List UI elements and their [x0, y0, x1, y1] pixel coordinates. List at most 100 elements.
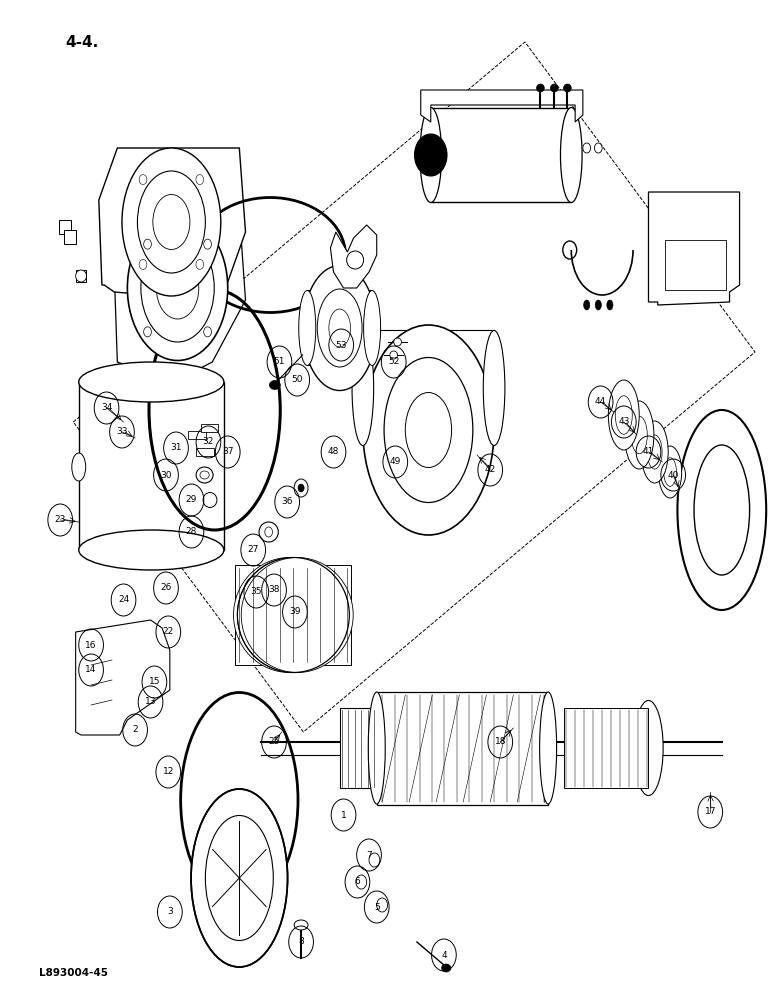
Ellipse shape	[233, 558, 345, 672]
Ellipse shape	[196, 175, 204, 185]
Ellipse shape	[204, 327, 212, 337]
Polygon shape	[307, 290, 372, 365]
Polygon shape	[340, 708, 377, 788]
Ellipse shape	[303, 265, 377, 390]
Text: 5: 5	[374, 902, 380, 912]
Ellipse shape	[647, 435, 662, 469]
Text: 6: 6	[354, 878, 361, 886]
Ellipse shape	[631, 416, 647, 454]
Ellipse shape	[144, 327, 151, 337]
Ellipse shape	[329, 309, 350, 347]
Text: 42: 42	[485, 466, 496, 475]
Text: 27: 27	[248, 546, 259, 554]
Text: L893004-45: L893004-45	[39, 968, 107, 978]
Polygon shape	[431, 108, 571, 202]
Text: 43: 43	[618, 418, 629, 426]
Ellipse shape	[595, 300, 601, 310]
Text: 12: 12	[163, 768, 174, 776]
Ellipse shape	[299, 290, 316, 365]
Ellipse shape	[583, 143, 591, 153]
Text: 22: 22	[163, 628, 174, 637]
Text: 53: 53	[336, 340, 347, 350]
Ellipse shape	[594, 143, 602, 153]
Text: 25: 25	[269, 738, 279, 746]
Polygon shape	[665, 240, 726, 290]
Text: 23: 23	[55, 516, 66, 524]
Text: 7: 7	[366, 850, 372, 859]
Text: 17: 17	[705, 808, 716, 816]
Polygon shape	[114, 212, 245, 380]
Text: 52: 52	[388, 358, 399, 366]
Ellipse shape	[72, 453, 86, 481]
Ellipse shape	[584, 300, 590, 310]
Text: 34: 34	[101, 403, 112, 412]
Ellipse shape	[79, 530, 224, 570]
Ellipse shape	[203, 492, 217, 508]
Ellipse shape	[483, 330, 505, 446]
Ellipse shape	[204, 239, 212, 249]
Text: 3: 3	[167, 908, 173, 916]
Ellipse shape	[79, 362, 224, 402]
Ellipse shape	[241, 558, 353, 672]
Text: 36: 36	[282, 497, 293, 506]
Ellipse shape	[368, 692, 385, 804]
Ellipse shape	[139, 175, 147, 185]
Text: 35: 35	[251, 587, 262, 596]
Text: 14: 14	[86, 666, 96, 674]
Text: 2: 2	[132, 726, 138, 734]
Polygon shape	[201, 424, 218, 432]
Polygon shape	[235, 565, 351, 665]
Ellipse shape	[405, 392, 452, 468]
Ellipse shape	[156, 257, 198, 319]
Ellipse shape	[317, 289, 362, 367]
Polygon shape	[330, 225, 377, 288]
Ellipse shape	[659, 446, 682, 498]
Ellipse shape	[153, 194, 190, 249]
Ellipse shape	[364, 290, 381, 365]
Ellipse shape	[369, 853, 380, 867]
Ellipse shape	[664, 458, 676, 486]
Ellipse shape	[356, 875, 367, 889]
Text: 41: 41	[643, 448, 654, 456]
Ellipse shape	[294, 479, 308, 497]
Ellipse shape	[641, 421, 668, 483]
Ellipse shape	[634, 700, 663, 796]
Text: 13: 13	[145, 698, 156, 706]
Polygon shape	[196, 448, 214, 456]
Text: 51: 51	[274, 358, 285, 366]
Ellipse shape	[205, 816, 273, 940]
Text: 40: 40	[668, 471, 679, 480]
Text: 44: 44	[595, 397, 606, 406]
Text: 38: 38	[269, 585, 279, 594]
Ellipse shape	[196, 259, 204, 269]
Ellipse shape	[415, 134, 447, 176]
Polygon shape	[648, 192, 740, 305]
Ellipse shape	[141, 234, 214, 342]
Ellipse shape	[540, 692, 557, 804]
Text: 37: 37	[222, 448, 233, 456]
Text: 18: 18	[495, 738, 506, 746]
Polygon shape	[564, 708, 648, 788]
Text: 29: 29	[186, 495, 197, 504]
Ellipse shape	[191, 789, 287, 967]
Text: 39: 39	[290, 607, 300, 616]
Polygon shape	[99, 148, 245, 295]
Ellipse shape	[678, 410, 766, 610]
Ellipse shape	[394, 338, 401, 346]
Text: 4: 4	[441, 950, 447, 960]
Ellipse shape	[442, 964, 451, 972]
Ellipse shape	[560, 107, 582, 202]
Ellipse shape	[137, 171, 205, 273]
Text: 30: 30	[161, 471, 171, 480]
Text: 50: 50	[292, 375, 303, 384]
Polygon shape	[421, 90, 583, 122]
Ellipse shape	[76, 270, 86, 282]
Polygon shape	[76, 620, 170, 735]
Ellipse shape	[352, 330, 374, 446]
Text: 31: 31	[171, 444, 181, 452]
Text: 48: 48	[328, 448, 339, 456]
Text: 16: 16	[86, 641, 96, 650]
Ellipse shape	[564, 84, 571, 92]
Text: 33: 33	[117, 428, 127, 436]
Ellipse shape	[377, 898, 388, 912]
